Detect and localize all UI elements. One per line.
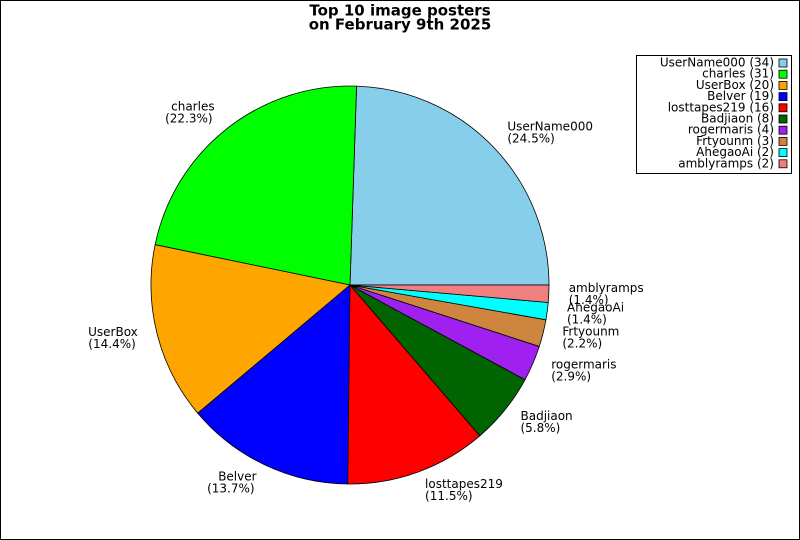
pie-slice bbox=[150, 244, 351, 414]
legend-label: Frtyounm (3) bbox=[696, 134, 774, 148]
legend-swatch bbox=[778, 148, 788, 158]
slice-percent: (13.7%) bbox=[207, 481, 254, 495]
legend-swatch bbox=[778, 92, 788, 101]
slice-label: UserBox bbox=[88, 325, 138, 339]
slice-label: Badjiaon bbox=[520, 409, 572, 423]
slice-percent: (2.2%) bbox=[562, 337, 602, 351]
legend-swatch bbox=[778, 81, 788, 90]
legend-label: charles (31) bbox=[702, 67, 774, 81]
legend-swatch bbox=[778, 103, 788, 113]
legend-label: losttapes219 (16) bbox=[668, 100, 774, 114]
pie-slice bbox=[349, 284, 550, 303]
legend-swatch bbox=[778, 125, 788, 135]
chart-title: Top 10 image posters bbox=[309, 2, 490, 20]
pie-slice bbox=[347, 283, 481, 485]
legend-swatch bbox=[778, 136, 788, 146]
slice-label: charles bbox=[171, 100, 214, 114]
chart-subtitle: on February 9th 2025 bbox=[309, 16, 492, 34]
slice-percent: (14.4%) bbox=[88, 337, 135, 351]
legend-label: AhegaoAi (2) bbox=[696, 145, 774, 159]
legend-swatch bbox=[778, 159, 788, 169]
slice-label: losttapes219 bbox=[425, 477, 503, 491]
legend-swatch bbox=[778, 69, 788, 79]
slice-percent: (11.5%) bbox=[425, 489, 472, 503]
slice-label: AhegaoAi bbox=[567, 300, 624, 314]
legend-label: Belver (19) bbox=[707, 89, 774, 103]
legend-label: rogermaris (4) bbox=[688, 123, 774, 137]
slice-percent: (22.3%) bbox=[165, 112, 212, 126]
legend-label: Badjiaon (8) bbox=[701, 112, 774, 126]
slice-label: Frtyounm bbox=[562, 325, 619, 339]
slice-percent: (1.4%) bbox=[567, 312, 607, 326]
slice-label: Belver bbox=[218, 469, 256, 483]
pie-slice bbox=[197, 284, 351, 485]
slice-percent: (1.4%) bbox=[569, 293, 609, 307]
legend-label: UserName000 (34) bbox=[660, 56, 774, 70]
pie-slice bbox=[154, 85, 357, 286]
legend-label: amblyramps (2) bbox=[678, 156, 774, 170]
slice-percent: (2.9%) bbox=[551, 370, 591, 384]
slice-percent: (24.5%) bbox=[507, 131, 554, 145]
slice-label: rogermaris bbox=[551, 358, 616, 372]
legend-swatch bbox=[778, 114, 788, 124]
slice-percent: (5.8%) bbox=[520, 421, 560, 435]
slice-label: amblyramps bbox=[569, 281, 644, 295]
legend-label: UserBox (20) bbox=[696, 78, 774, 92]
legend-box bbox=[636, 55, 792, 174]
legend-swatch bbox=[778, 58, 788, 68]
slice-label: UserName000 bbox=[507, 119, 593, 133]
pie-slice bbox=[349, 85, 550, 286]
